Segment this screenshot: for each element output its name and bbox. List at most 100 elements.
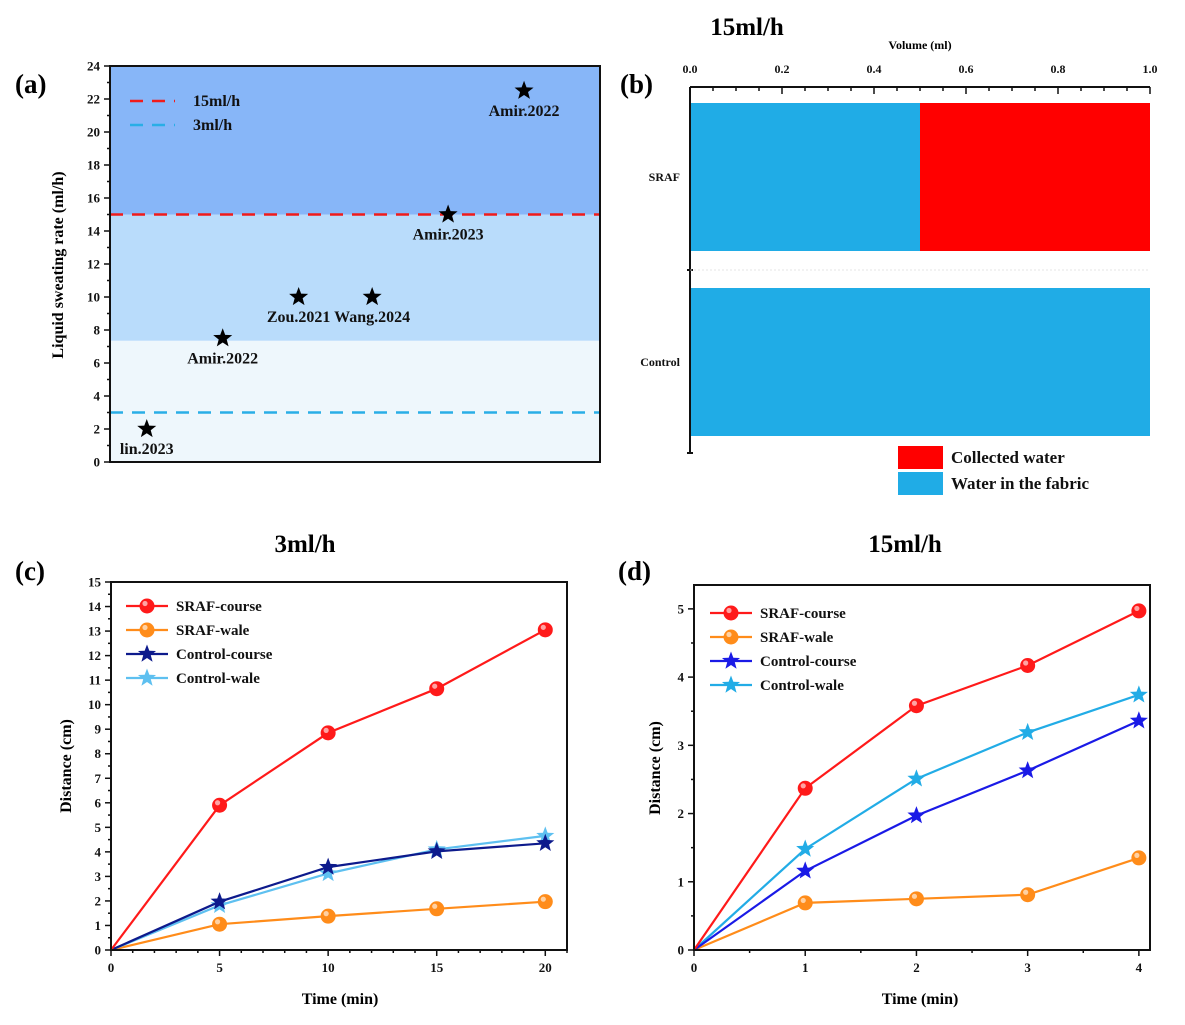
data-point (797, 895, 813, 911)
xtick-label: 4 (1136, 960, 1143, 975)
data-point (429, 681, 445, 697)
legend-marker (137, 668, 157, 686)
marker-highlight (214, 800, 221, 806)
panel-d-background (694, 585, 1150, 950)
b-legend-swatch (898, 472, 943, 495)
ytick-label: 7 (95, 771, 102, 786)
data-point (537, 622, 553, 638)
ytick-label: 5 (95, 820, 102, 835)
marker-highlight (432, 903, 438, 909)
marker-highlight (1023, 660, 1029, 666)
b-category-label: Control (640, 355, 680, 369)
legend-label: SRAF-wale (760, 630, 834, 646)
data-point (320, 908, 336, 924)
legend-label: SRAF-wale (176, 623, 250, 639)
xtick-label: 3 (1024, 960, 1031, 975)
panel-c-label: (c) (15, 556, 45, 586)
marker-circle (429, 901, 445, 917)
marker-highlight (1134, 605, 1140, 612)
marker-circle (908, 891, 924, 907)
legend-entry: Control-wale (126, 668, 260, 687)
a-point-label: Zou.2021 (267, 309, 331, 326)
star-marker (514, 80, 534, 99)
a-ytick-label: 24 (87, 59, 101, 74)
ytick-label: 8 (95, 746, 102, 761)
a-ylabel: Liquid sweating rate (ml/h) (50, 171, 67, 358)
ytick-label: 4 (678, 670, 685, 685)
marker-highlight (323, 911, 329, 917)
data-point (212, 916, 228, 932)
a-ytick-label: 10 (87, 290, 100, 305)
legend-marker (723, 605, 739, 621)
ytick-label: 10 (88, 697, 101, 712)
xtick-label: 20 (539, 960, 552, 975)
c-xlabel: Time (min) (302, 991, 379, 1008)
data-point (320, 725, 336, 741)
marker-highlight (726, 631, 732, 638)
a-ytick-label: 0 (94, 455, 101, 470)
ytick-label: 14 (88, 599, 102, 614)
marker-circle (429, 681, 445, 697)
marker-circle (212, 797, 228, 813)
panel-d-legend: SRAF-course SRAF-wale Control-course Contro… (710, 605, 857, 694)
marker-circle (1131, 603, 1147, 619)
star-marker (289, 287, 309, 306)
b-xtick-label: 0.4 (867, 62, 882, 76)
legend-label: SRAF-course (176, 599, 262, 615)
b-legend: Collected water Water in the fabric (898, 446, 1089, 495)
ytick-label: 1 (678, 874, 685, 889)
marker-highlight (800, 897, 806, 904)
marker-highlight (432, 683, 438, 689)
legend-marker (137, 644, 157, 662)
data-point (212, 797, 228, 813)
a-band-0 (110, 340, 600, 462)
b-legend-label: Collected water (951, 448, 1065, 467)
data-point (908, 891, 924, 907)
a-point-label: Amir.2022 (187, 350, 258, 367)
b-legend-label: Water in the fabric (951, 474, 1089, 493)
legend-marker (139, 598, 155, 614)
star-marker (213, 328, 233, 347)
xtick-label: 0 (108, 960, 115, 975)
marker-highlight (142, 600, 148, 607)
ytick-label: 15 (88, 575, 102, 590)
a-point: Wang.2024 (334, 287, 410, 326)
a-point: Amir.2023 (413, 204, 484, 244)
a-ytick-label: 14 (87, 224, 101, 239)
marker-circle (908, 698, 924, 714)
marker-circle (537, 894, 553, 910)
data-point (796, 839, 815, 857)
panel-a: (a) lin.2023 Amir.2022 Zou.2021 Wang.2024 Am… (15, 59, 601, 470)
data-point (907, 806, 926, 824)
ytick-label: 2 (678, 806, 685, 821)
b-xtick-label: 0.8 (1051, 62, 1066, 76)
c-ylabel: Distance (cm) (58, 719, 75, 813)
marker-circle (723, 629, 739, 645)
marker-circle (723, 605, 739, 621)
marker-highlight (323, 727, 329, 733)
b-xlabel: Volume (ml) (888, 38, 951, 52)
xtick-label: 15 (430, 960, 444, 975)
legend-marker (721, 651, 741, 669)
xtick-label: 2 (913, 960, 920, 975)
marker-highlight (1134, 852, 1140, 858)
b-axes: 0.0 0.2 0.4 0.6 0.8 1.0 (683, 62, 1158, 454)
xtick-label: 5 (216, 960, 223, 975)
marker-highlight (214, 919, 221, 925)
xtick-label: 0 (691, 960, 698, 975)
ytick-label: 13 (88, 624, 102, 639)
legend-entry: Control-course (710, 651, 857, 670)
panel-c-series-sraf-course (110, 622, 553, 951)
marker-highlight (1023, 889, 1029, 895)
marker-highlight (911, 700, 918, 706)
b-legend-swatch (898, 446, 943, 469)
ytick-label: 9 (95, 722, 102, 737)
a-ytick-label: 8 (94, 323, 101, 338)
legend-label: Control-course (760, 654, 857, 670)
a-band-2 (110, 66, 600, 215)
panel-d-frame (693, 584, 1151, 951)
marker-circle (212, 916, 228, 932)
a-legend: 15ml/h 3ml/h (130, 93, 240, 134)
marker-circle (537, 622, 553, 638)
